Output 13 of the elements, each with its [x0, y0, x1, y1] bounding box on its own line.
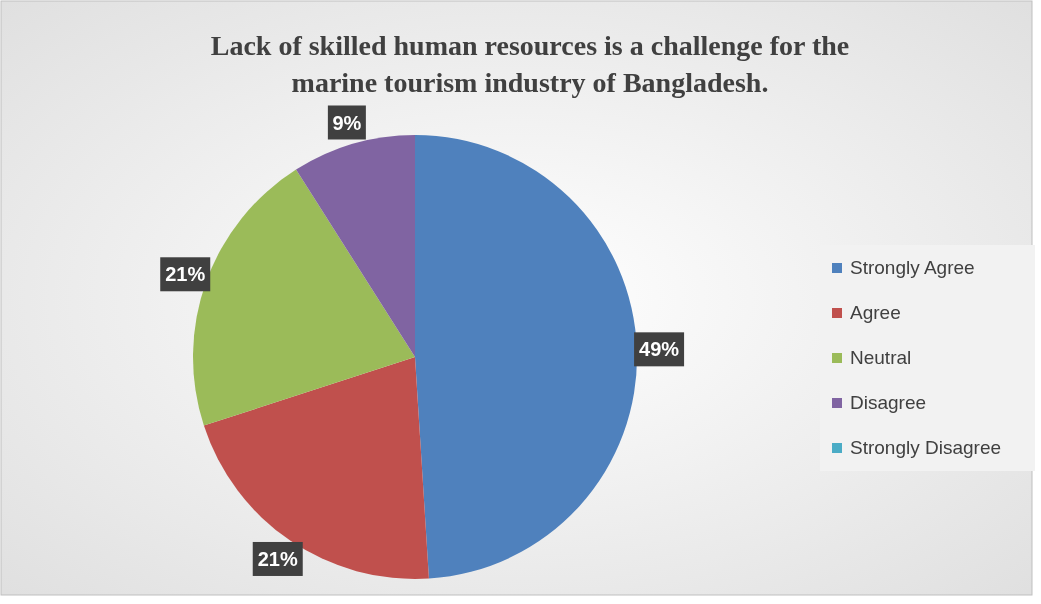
legend-label: Disagree: [850, 392, 927, 413]
legend-label: Strongly Agree: [850, 257, 975, 278]
chart-title: Lack of skilled human resources is a challenge for the marine tourism industry of Bangladesh.: [210, 30, 850, 98]
pie-slice: [296, 135, 415, 357]
legend-label: Agree: [850, 302, 901, 323]
data-label: 9%: [332, 111, 362, 134]
pie-slice: [203, 357, 429, 579]
data-label: 21%: [165, 263, 206, 286]
legend-label: Neutral: [850, 347, 912, 368]
data-label: 49%: [639, 338, 680, 361]
legend-label: Strongly Disagree: [850, 437, 1002, 458]
data-label: 21%: [257, 547, 298, 570]
pie-slice: [415, 135, 637, 579]
